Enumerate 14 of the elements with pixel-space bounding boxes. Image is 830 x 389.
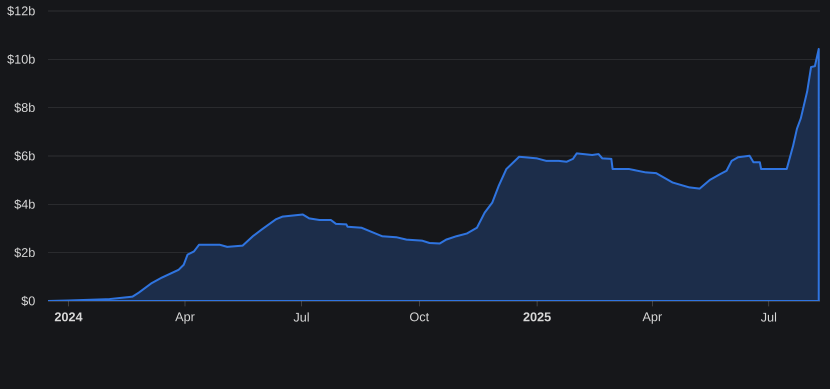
x-tick-label: 2025 bbox=[523, 312, 551, 322]
y-tick-label: $0 bbox=[21, 296, 35, 306]
y-tick-label: $12b bbox=[7, 6, 35, 16]
y-tick-label: $4b bbox=[14, 199, 35, 210]
x-tick-label: Apr bbox=[175, 312, 195, 324]
x-tick-label: Jul bbox=[760, 312, 776, 322]
x-tick-label: Jul bbox=[294, 312, 309, 322]
y-tick-label: $6b bbox=[14, 150, 35, 162]
y-tick-label: $2b bbox=[14, 248, 35, 258]
y-tick-label: $10b bbox=[7, 54, 35, 64]
y-tick-label: $8b bbox=[14, 102, 35, 113]
x-tick-label: Apr bbox=[642, 312, 662, 324]
x-tick-label: 2024 bbox=[54, 312, 83, 322]
x-tick-label: Oct bbox=[410, 312, 430, 322]
